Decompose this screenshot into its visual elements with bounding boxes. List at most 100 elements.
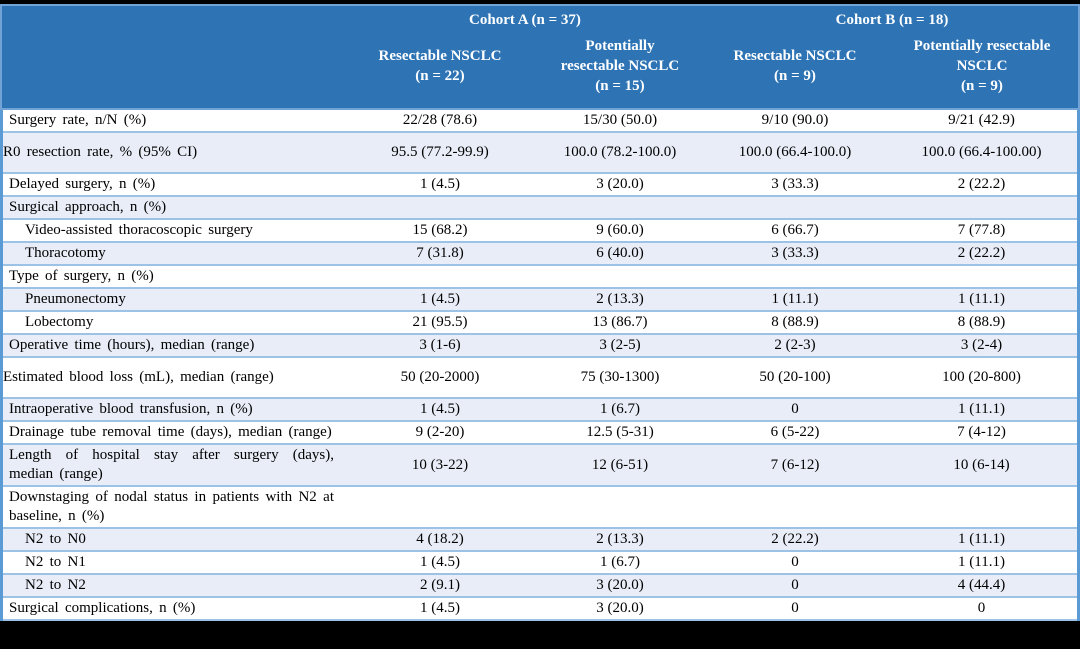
value-cell bbox=[344, 276, 536, 278]
value-cell: 7 (6-12) bbox=[770, 456, 820, 473]
value-cell: 1 (4.5) bbox=[420, 600, 460, 616]
row-label: Operative time (hours), median (range) bbox=[9, 337, 255, 353]
row-label: N2 to N1 bbox=[25, 554, 86, 570]
value-cell: 2 (22.2) bbox=[957, 176, 1006, 192]
row-label: Delayed surgery, n (%) bbox=[9, 176, 156, 192]
table-header: Cohort A (n = 37) Cohort B (n = 18) Rese… bbox=[0, 4, 1080, 110]
value-cell: 0 bbox=[791, 577, 799, 593]
value-cell: 1 (11.1) bbox=[771, 291, 819, 307]
row-label: Length of hospital stay after surgery (d… bbox=[9, 447, 334, 482]
row-label: Thoracotomy bbox=[25, 245, 106, 261]
value-cell: 21 (95.5) bbox=[412, 314, 468, 330]
table-row: Drainage tube removal time (days), media… bbox=[3, 422, 1077, 445]
row-label: Intraoperative blood transfusion, n (%) bbox=[9, 401, 253, 417]
table-row: Thoracotomy 7 (31.8) 6 (40.0) 3 (33.3) 2 (22… bbox=[3, 243, 1077, 266]
value-cell: 6 (66.7) bbox=[771, 222, 819, 238]
value-cell bbox=[704, 207, 886, 209]
value-cell: 3 (2-5) bbox=[599, 337, 641, 353]
column-header-resectable-b: Resectable NSCLC (n = 9) bbox=[733, 48, 857, 84]
value-cell bbox=[344, 207, 536, 209]
value-cell: 50 (20-2000) bbox=[400, 369, 480, 385]
table-row: N2 to N1 1 (4.5) 1 (6.7) 0 1 (11.1) bbox=[3, 552, 1077, 575]
value-cell: 2 (9.1) bbox=[420, 577, 460, 593]
value-cell: 1 (11.1) bbox=[958, 401, 1005, 417]
column-header-potentially-resectable-b: Potentially resectable NSCLC (n = 9) bbox=[913, 38, 1051, 94]
value-cell: 2 (13.3) bbox=[596, 531, 644, 547]
value-cell: 9/10 (90.0) bbox=[761, 112, 829, 128]
value-cell: 2 (13.3) bbox=[596, 291, 644, 307]
row-label: Surgical complications, n (%) bbox=[9, 600, 196, 616]
cohort-header-row: Cohort A (n = 37) Cohort B (n = 18) bbox=[2, 6, 1078, 30]
value-cell: 1 (4.5) bbox=[420, 401, 460, 417]
value-cell bbox=[886, 276, 1077, 278]
value-cell: 9 (60.0) bbox=[596, 222, 644, 238]
value-cell bbox=[886, 207, 1077, 209]
value-cell: 1 (6.7) bbox=[600, 554, 640, 570]
value-cell: 2 (2-3) bbox=[774, 337, 816, 353]
value-cell: 3 (20.0) bbox=[596, 600, 644, 616]
value-cell: 3 (2-4) bbox=[960, 337, 1003, 353]
value-cell: 7 (77.8) bbox=[957, 222, 1006, 238]
cohort-b-header: Cohort B (n = 18) bbox=[835, 12, 949, 28]
value-cell: 1 (11.1) bbox=[958, 291, 1005, 307]
table-row: Operative time (hours), median (range) 3 … bbox=[3, 335, 1077, 358]
table-row: Surgical complications, n (%) 1 (4.5) 3 (2… bbox=[3, 598, 1077, 621]
value-cell: 13 (86.7) bbox=[592, 314, 648, 330]
value-cell: 0 bbox=[791, 600, 799, 616]
value-cell: 1 (11.1) bbox=[958, 554, 1005, 570]
table-row: Downstaging of nodal status in patients … bbox=[3, 487, 1077, 529]
value-cell: 3 (33.3) bbox=[771, 245, 819, 261]
table-row: N2 to N0 4 (18.2) 2 (13.3) 2 (22.2) 1 (11.1) bbox=[3, 529, 1077, 552]
table-row: N2 to N2 2 (9.1) 3 (20.0) 0 4 (44.4) bbox=[3, 575, 1077, 598]
value-cell: 95.5 (77.2-99.9) bbox=[391, 144, 489, 160]
value-cell: 6 (5-22) bbox=[770, 424, 820, 440]
value-cell: 8 (88.9) bbox=[771, 314, 819, 330]
row-label: R0 resection rate, % (95% CI) bbox=[3, 144, 198, 160]
value-cell: 100.0 (66.4-100.00) bbox=[921, 144, 1042, 160]
value-cell: 100.0 (78.2-100.0) bbox=[563, 144, 677, 160]
table-row: Surgical approach, n (%) bbox=[3, 197, 1077, 220]
value-cell: 4 (44.4) bbox=[957, 577, 1006, 593]
row-label: Pneumonectomy bbox=[25, 291, 126, 307]
row-label: Estimated blood loss (mL), median (range… bbox=[3, 369, 274, 385]
table-row: Type of surgery, n (%) bbox=[3, 266, 1077, 289]
value-cell: 3 (20.0) bbox=[596, 176, 644, 192]
value-cell: 1 (4.5) bbox=[420, 291, 460, 307]
row-label: Drainage tube removal time (days), media… bbox=[9, 424, 332, 440]
row-label: Surgical approach, n (%) bbox=[9, 199, 167, 215]
value-cell: 8 (88.9) bbox=[957, 314, 1006, 330]
value-cell: 6 (40.0) bbox=[596, 245, 644, 261]
value-cell: 7 (31.8) bbox=[416, 245, 464, 261]
value-cell bbox=[704, 276, 886, 278]
value-cell: 3 (20.0) bbox=[596, 577, 644, 593]
row-label: Surgery rate, n/N (%) bbox=[9, 112, 147, 128]
value-cell: 100.0 (66.4-100.0) bbox=[738, 144, 852, 160]
value-cell: 22/28 (78.6) bbox=[402, 112, 478, 128]
column-header-potentially-resectable-a: Potentially resectable NSCLC (n = 15) bbox=[560, 38, 680, 94]
value-cell: 15 (68.2) bbox=[412, 222, 468, 238]
value-cell: 12 (6-51) bbox=[591, 456, 649, 473]
value-cell: 9/21 (42.9) bbox=[948, 112, 1015, 128]
table-row: Surgery rate, n/N (%) 22/28 (78.6) 15/30 (… bbox=[3, 110, 1077, 133]
value-cell: 0 bbox=[977, 600, 986, 616]
cohort-a-header: Cohort A (n = 37) bbox=[469, 12, 581, 28]
value-cell: 15/30 (50.0) bbox=[582, 112, 658, 128]
table-row: Pneumonectomy 1 (4.5) 2 (13.3) 1 (11.1) 1 (1… bbox=[3, 289, 1077, 312]
value-cell: 1 (11.1) bbox=[958, 531, 1005, 547]
column-header-row: Resectable NSCLC (n = 22) Potentially re… bbox=[2, 30, 1078, 108]
table-row: Length of hospital stay after surgery (d… bbox=[3, 445, 1077, 487]
value-cell: 10 (3-22) bbox=[411, 456, 469, 473]
value-cell bbox=[344, 506, 536, 508]
value-cell bbox=[536, 207, 704, 209]
table-row: Delayed surgery, n (%) 1 (4.5) 3 (20.0) 3 (… bbox=[3, 174, 1077, 197]
table-row: Intraoperative blood transfusion, n (%) 1… bbox=[3, 399, 1077, 422]
table-row: Video-assisted thoracoscopic surgery 15 (… bbox=[3, 220, 1077, 243]
value-cell: 2 (22.2) bbox=[771, 531, 819, 547]
row-label: Type of surgery, n (%) bbox=[9, 268, 154, 284]
value-cell: 0 bbox=[791, 401, 799, 417]
value-cell: 2 (22.2) bbox=[957, 245, 1006, 261]
value-cell: 3 (1-6) bbox=[419, 337, 461, 353]
value-cell: 3 (33.3) bbox=[771, 176, 819, 192]
value-cell: 100 (20-800) bbox=[942, 369, 1021, 385]
